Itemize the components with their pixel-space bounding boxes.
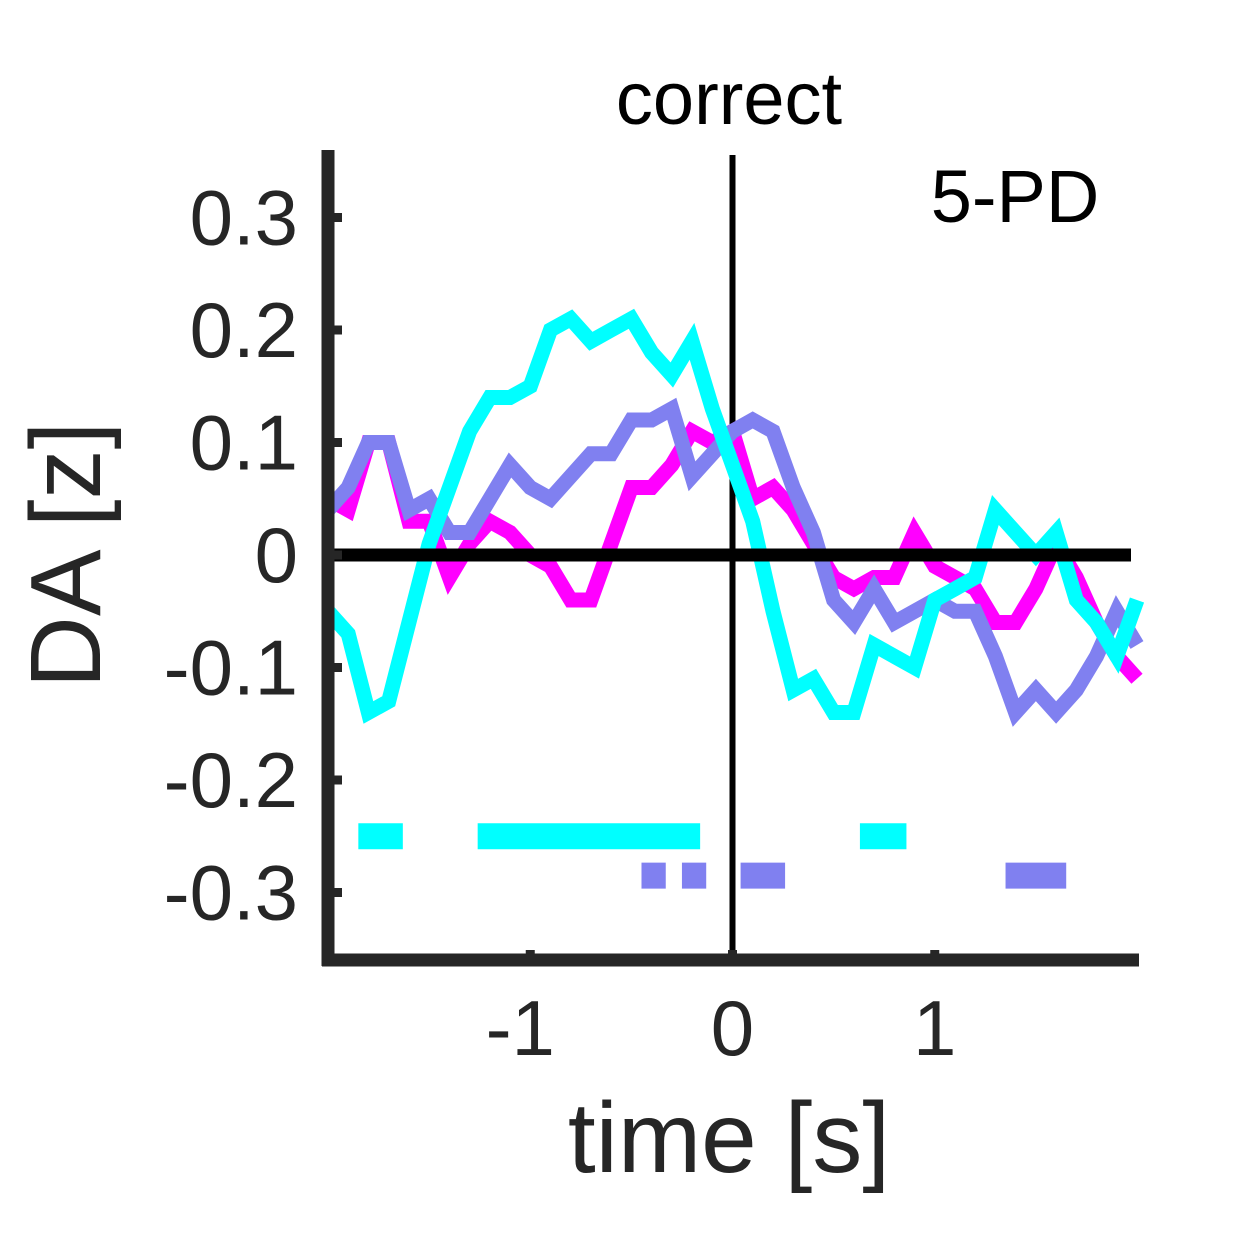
axes xyxy=(321,150,1139,967)
chart-title: correct xyxy=(616,57,843,140)
series-line-2 xyxy=(322,308,1145,724)
y-tick-label-5: 0.2 xyxy=(190,286,298,374)
x-tick-label-1: 0 xyxy=(711,984,754,1072)
y-tick-label-1: -0.2 xyxy=(164,736,298,824)
series-lines xyxy=(322,308,1145,727)
y-axis-label: DA [z] xyxy=(10,422,122,689)
tick-labels: -0.3 -0.2 -0.1 0 0.1 0.2 0.3 -1 0 1 xyxy=(164,174,957,1073)
annotation-label: 5-PD xyxy=(931,155,1100,238)
y-tick-label-4: 0.1 xyxy=(190,399,298,487)
y-tick-label-2: -0.1 xyxy=(164,624,298,712)
y-tick-label-0: -0.3 xyxy=(164,849,298,937)
y-tick-label-6: 0.3 xyxy=(190,174,298,262)
y-tick-label-3: 0 xyxy=(255,511,298,599)
x-tick-label-2: 1 xyxy=(913,984,956,1072)
x-tick-label-0: -1 xyxy=(486,984,555,1072)
series-line-1 xyxy=(322,397,1144,727)
significance-bars xyxy=(358,823,1067,889)
x-axis-label: time [s] xyxy=(568,1082,890,1194)
